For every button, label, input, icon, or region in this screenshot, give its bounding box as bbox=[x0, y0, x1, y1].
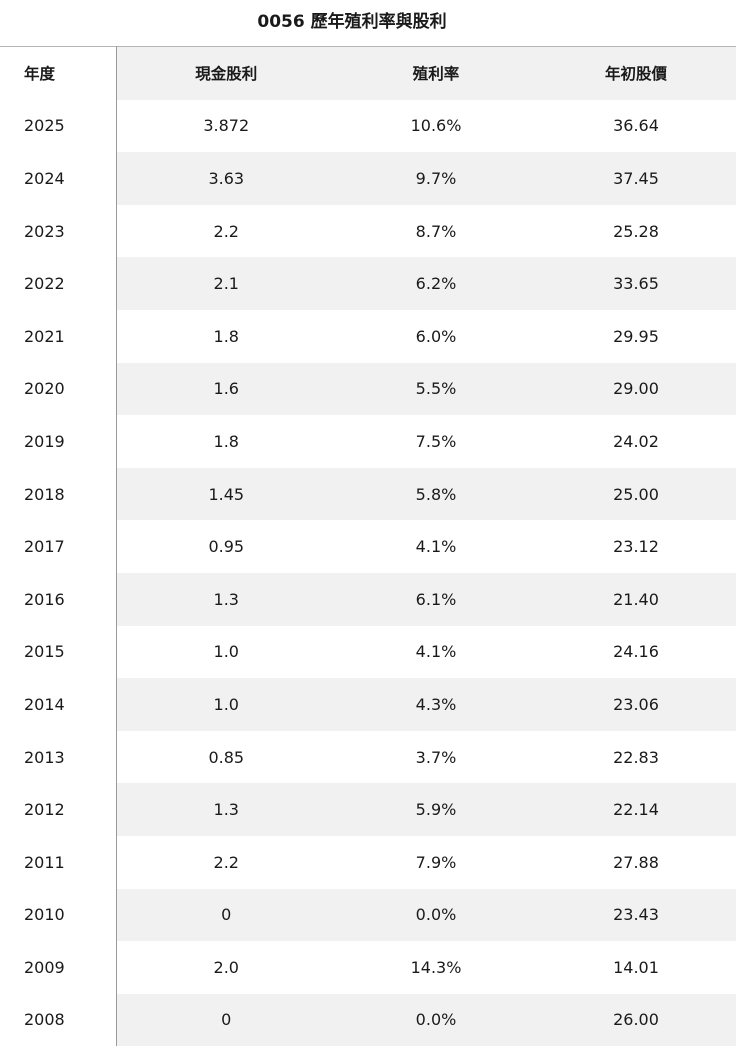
cell-yield: 8.7% bbox=[336, 204, 536, 258]
cell-year: 2011 bbox=[0, 835, 117, 889]
cell-price: 29.95 bbox=[536, 309, 736, 363]
cell-dividend: 1.0 bbox=[116, 625, 336, 679]
cell-yield: 3.7% bbox=[336, 730, 536, 784]
table-row: 2022 2.1 6.2% 33.65 bbox=[0, 257, 736, 310]
cell-year: 2024 bbox=[0, 152, 117, 205]
cell-year: 2025 bbox=[0, 99, 117, 153]
cell-yield: 7.9% bbox=[336, 835, 536, 889]
cell-dividend: 2.0 bbox=[116, 941, 336, 994]
header-year: 年度 bbox=[0, 46, 117, 100]
cell-price: 37.45 bbox=[536, 152, 736, 205]
cell-price: 14.01 bbox=[536, 941, 736, 994]
cell-price: 36.64 bbox=[536, 99, 736, 153]
table-row: 2019 1.8 7.5% 24.02 bbox=[0, 415, 736, 468]
cell-yield: 5.9% bbox=[336, 783, 536, 836]
cell-price: 33.65 bbox=[536, 257, 736, 310]
cell-dividend: 1.6 bbox=[116, 362, 336, 416]
cell-year: 2014 bbox=[0, 678, 117, 731]
table-row: 2012 1.3 5.9% 22.14 bbox=[0, 783, 736, 836]
cell-year: 2009 bbox=[0, 941, 117, 994]
cell-dividend: 2.1 bbox=[116, 257, 336, 310]
table-row: 2021 1.8 6.0% 29.95 bbox=[0, 309, 736, 363]
cell-year: 2017 bbox=[0, 520, 117, 573]
cell-dividend: 1.8 bbox=[116, 309, 336, 363]
header-yield: 殖利率 bbox=[336, 46, 536, 100]
cell-dividend: 0.95 bbox=[116, 520, 336, 573]
cell-dividend: 0 bbox=[116, 993, 336, 1047]
cell-yield: 5.5% bbox=[336, 362, 536, 416]
cell-price: 29.00 bbox=[536, 362, 736, 416]
cell-price: 23.06 bbox=[536, 678, 736, 731]
cell-price: 24.16 bbox=[536, 625, 736, 679]
cell-price: 25.28 bbox=[536, 204, 736, 258]
cell-yield: 10.6% bbox=[336, 99, 536, 153]
cell-yield: 4.1% bbox=[336, 625, 536, 679]
cell-yield: 0.0% bbox=[336, 888, 536, 942]
cell-year: 2013 bbox=[0, 730, 117, 784]
cell-year: 2020 bbox=[0, 362, 117, 416]
cell-price: 25.00 bbox=[536, 467, 736, 521]
cell-price: 24.02 bbox=[536, 415, 736, 468]
cell-price: 21.40 bbox=[536, 572, 736, 626]
cell-price: 23.12 bbox=[536, 520, 736, 573]
cell-year: 2021 bbox=[0, 309, 117, 363]
cell-year: 2016 bbox=[0, 572, 117, 626]
cell-year: 2022 bbox=[0, 257, 117, 310]
cell-year: 2008 bbox=[0, 993, 117, 1047]
table-row: 2018 1.45 5.8% 25.00 bbox=[0, 467, 736, 521]
cell-yield: 4.1% bbox=[336, 520, 536, 573]
table-row: 2016 1.3 6.1% 21.40 bbox=[0, 572, 736, 626]
cell-price: 26.00 bbox=[536, 993, 736, 1047]
cell-year: 2012 bbox=[0, 783, 117, 836]
table-body: 2025 3.872 10.6% 36.64 2024 3.63 9.7% 37… bbox=[0, 99, 736, 1047]
table-row: 2009 2.0 14.3% 14.01 bbox=[0, 941, 736, 994]
cell-dividend: 2.2 bbox=[116, 835, 336, 889]
cell-yield: 6.2% bbox=[336, 257, 536, 310]
table-row: 2025 3.872 10.6% 36.64 bbox=[0, 99, 736, 153]
cell-dividend: 1.0 bbox=[116, 678, 336, 731]
cell-dividend: 0 bbox=[116, 888, 336, 942]
cell-dividend: 2.2 bbox=[116, 204, 336, 258]
cell-price: 22.14 bbox=[536, 783, 736, 836]
cell-dividend: 1.3 bbox=[116, 572, 336, 626]
header-price: 年初股價 bbox=[536, 46, 736, 100]
cell-dividend: 0.85 bbox=[116, 730, 336, 784]
table-row: 2015 1.0 4.1% 24.16 bbox=[0, 625, 736, 679]
cell-year: 2018 bbox=[0, 467, 117, 521]
cell-dividend: 3.63 bbox=[116, 152, 336, 205]
cell-dividend: 3.872 bbox=[116, 99, 336, 153]
table-row: 2008 0 0.0% 26.00 bbox=[0, 993, 736, 1047]
cell-dividend: 1.8 bbox=[116, 415, 336, 468]
table-row: 2024 3.63 9.7% 37.45 bbox=[0, 152, 736, 205]
cell-year: 2010 bbox=[0, 888, 117, 942]
cell-dividend: 1.45 bbox=[116, 467, 336, 521]
table-row: 2010 0 0.0% 23.43 bbox=[0, 888, 736, 942]
cell-yield: 6.1% bbox=[336, 572, 536, 626]
cell-year: 2015 bbox=[0, 625, 117, 679]
cell-dividend: 1.3 bbox=[116, 783, 336, 836]
cell-price: 22.83 bbox=[536, 730, 736, 784]
table-row: 2011 2.2 7.9% 27.88 bbox=[0, 835, 736, 889]
header-dividend: 現金股利 bbox=[116, 46, 336, 100]
table-row: 2020 1.6 5.5% 29.00 bbox=[0, 362, 736, 416]
cell-yield: 5.8% bbox=[336, 467, 536, 521]
cell-yield: 0.0% bbox=[336, 993, 536, 1047]
cell-price: 27.88 bbox=[536, 835, 736, 889]
cell-year: 2023 bbox=[0, 204, 117, 258]
table-row: 2017 0.95 4.1% 23.12 bbox=[0, 520, 736, 573]
cell-price: 23.43 bbox=[536, 888, 736, 942]
table-header-row: 年度 現金股利 殖利率 年初股價 bbox=[0, 46, 736, 100]
cell-yield: 7.5% bbox=[336, 415, 536, 468]
dividend-table-container: 年度 現金股利 殖利率 年初股價 2025 3.872 10.6% 36.64 … bbox=[0, 46, 736, 1047]
table-row: 2013 0.85 3.7% 22.83 bbox=[0, 730, 736, 784]
table-row: 2014 1.0 4.3% 23.06 bbox=[0, 678, 736, 731]
dividend-table: 年度 現金股利 殖利率 年初股價 2025 3.872 10.6% 36.64 … bbox=[0, 46, 736, 1047]
cell-yield: 14.3% bbox=[336, 941, 536, 994]
cell-yield: 6.0% bbox=[336, 309, 536, 363]
cell-yield: 9.7% bbox=[336, 152, 536, 205]
cell-year: 2019 bbox=[0, 415, 117, 468]
page-title: 0056 歷年殖利率與股利 bbox=[257, 12, 447, 32]
table-row: 2023 2.2 8.7% 25.28 bbox=[0, 204, 736, 258]
cell-yield: 4.3% bbox=[336, 678, 536, 731]
